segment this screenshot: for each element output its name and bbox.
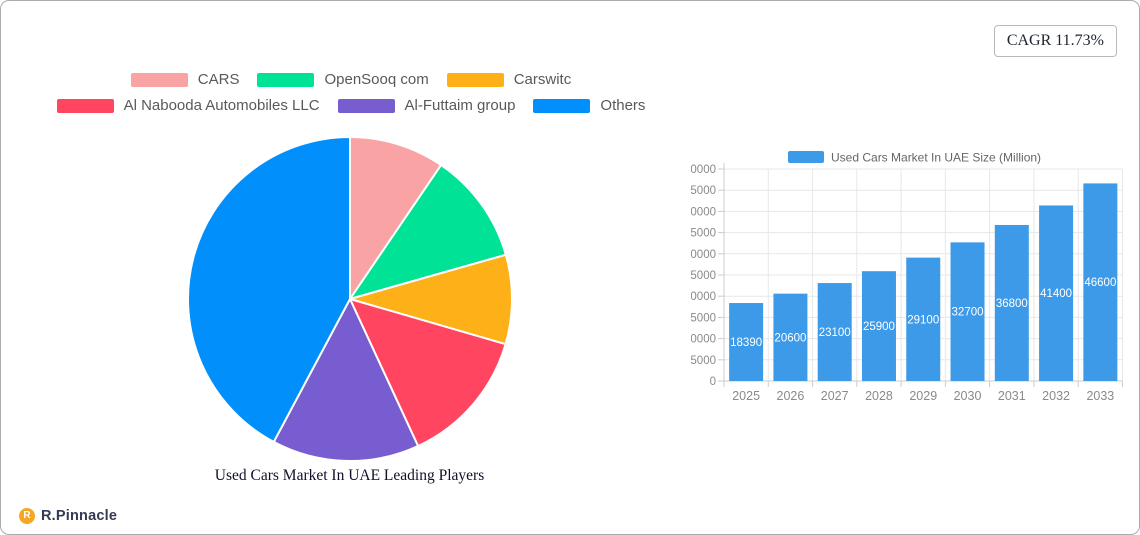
legend-item-opensooq-com[interactable]: OpenSooq com xyxy=(257,71,429,88)
bar-value-label: 36800 xyxy=(996,298,1028,310)
y-axis-label: 5000 xyxy=(691,355,716,367)
bar-value-label: 25900 xyxy=(863,321,895,333)
legend-label: Al-Futtaim group xyxy=(404,97,516,114)
y-axis-label: 45000 xyxy=(691,185,716,197)
x-axis-label: 2031 xyxy=(998,389,1026,403)
pie-chart-title: Used Cars Market In UAE Leading Players xyxy=(214,467,485,484)
legend-label: Others xyxy=(600,97,646,114)
x-axis-label: 2026 xyxy=(777,389,805,403)
x-axis-label: 2028 xyxy=(865,389,893,403)
pie-chart xyxy=(187,136,513,462)
bar-2027[interactable] xyxy=(817,283,852,381)
bar-2031[interactable] xyxy=(994,224,1029,381)
legend-label: CARS xyxy=(197,71,240,88)
legend-swatch-cars xyxy=(130,72,188,87)
legend-swatch-al-nabooda-automobiles-llc xyxy=(56,98,114,113)
legend-item-al-nabooda-automobiles-llc[interactable]: Al Nabooda Automobiles LLC xyxy=(56,97,320,114)
bar-chart-title: Used Cars Market In UAE Size (Million) xyxy=(831,151,1041,165)
y-axis-label: 0 xyxy=(710,376,716,388)
legend-swatch-carswitc xyxy=(446,72,504,87)
bar-value-label: 41400 xyxy=(1040,288,1072,300)
y-axis-label: 25000 xyxy=(691,270,716,282)
brand-logo-icon: R xyxy=(19,508,35,524)
cagr-badge: CAGR 11.73% xyxy=(993,25,1117,57)
bar-chart: Used Cars Market In UAE Size (Million) 0 5… xyxy=(691,151,1123,403)
bar-legend-swatch[interactable] xyxy=(788,151,824,163)
x-axis-label: 2032 xyxy=(1042,389,1070,403)
bar-value-label: 32700 xyxy=(952,307,984,319)
bar-2028[interactable] xyxy=(861,271,896,381)
bar-2030[interactable] xyxy=(950,242,985,381)
x-axis-label: 2029 xyxy=(909,389,937,403)
legend-label: OpenSooq com xyxy=(324,71,429,88)
y-axis-label: 40000 xyxy=(691,206,716,218)
bar-value-label: 23100 xyxy=(819,327,851,339)
legend-item-carswitc[interactable]: Carswitc xyxy=(446,71,572,88)
bar-2029[interactable] xyxy=(906,257,941,381)
legend-item-others[interactable]: Others xyxy=(533,97,645,114)
x-axis-label: 2030 xyxy=(954,389,982,403)
bar-value-label: 46600 xyxy=(1084,277,1116,289)
pie-legend: CARS OpenSooq com Carswitc Al Nabooda Autom… xyxy=(21,71,681,114)
legend-item-cars[interactable]: CARS xyxy=(130,71,240,88)
x-axis-label: 2027 xyxy=(821,389,849,403)
y-axis-label: 30000 xyxy=(691,249,716,261)
legend-swatch-others xyxy=(533,98,591,113)
pie-slice-carswitc[interactable] xyxy=(349,253,513,346)
y-axis-label: 35000 xyxy=(691,228,716,240)
bar-2025[interactable] xyxy=(729,303,764,381)
brand-name: R.Pinnacle xyxy=(41,508,118,524)
legend-item-al-futtaim-group[interactable]: Al-Futtaim group xyxy=(337,97,516,114)
legend-label: Al Nabooda Automobiles LLC xyxy=(123,97,320,114)
bar-2026[interactable] xyxy=(773,293,808,381)
legend-swatch-opensooq-com xyxy=(257,72,315,87)
bar-2033[interactable] xyxy=(1083,183,1118,381)
legend-swatch-al-futtaim-group xyxy=(337,98,395,113)
y-axis-label: 15000 xyxy=(691,312,716,324)
brand-logo: R R.Pinnacle xyxy=(19,508,117,524)
x-axis-label: 2033 xyxy=(1086,389,1114,403)
bar-value-label: 20600 xyxy=(774,332,806,344)
legend-label: Carswitc xyxy=(513,71,572,88)
y-axis-label: 10000 xyxy=(691,334,716,346)
x-axis-label: 2025 xyxy=(732,389,760,403)
bar-value-label: 18390 xyxy=(730,337,762,349)
pie-slice-others[interactable] xyxy=(187,136,351,443)
pie-slice-cars[interactable] xyxy=(349,136,443,300)
y-axis-label: 20000 xyxy=(691,291,716,303)
bar-2032[interactable] xyxy=(1039,205,1074,381)
pie-slice-al-futtaim-group[interactable] xyxy=(272,298,420,462)
pie-slice-al-nabooda-automobiles-llc[interactable] xyxy=(349,298,507,448)
bar-value-label: 29100 xyxy=(907,314,939,326)
